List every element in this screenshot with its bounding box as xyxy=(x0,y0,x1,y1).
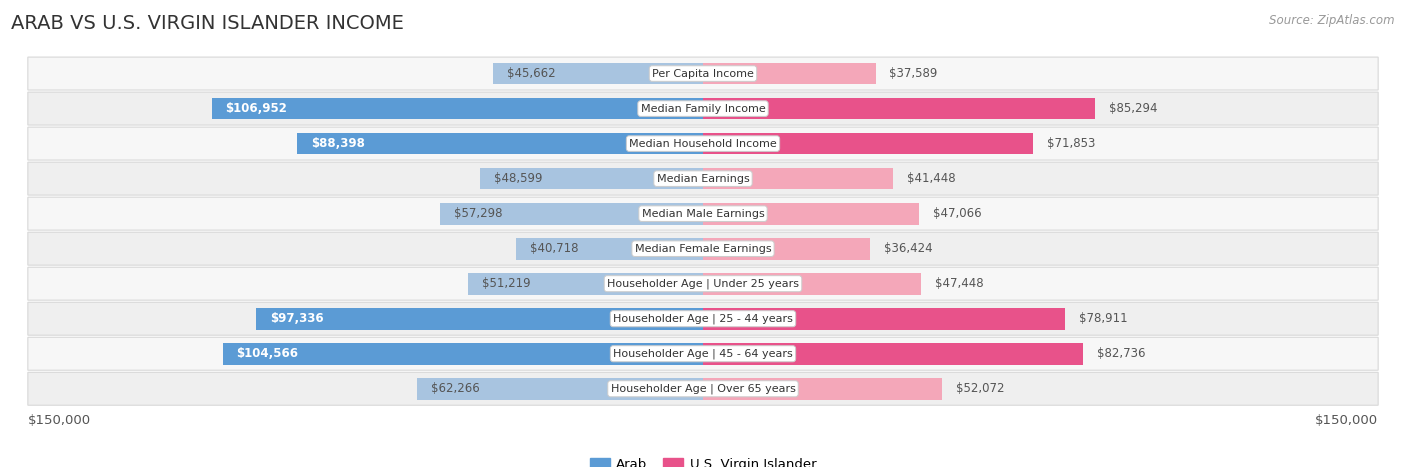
Bar xyxy=(222,343,703,365)
Text: Source: ZipAtlas.com: Source: ZipAtlas.com xyxy=(1270,14,1395,27)
FancyBboxPatch shape xyxy=(28,197,1378,230)
Bar xyxy=(703,308,1066,330)
Text: $82,736: $82,736 xyxy=(1097,347,1146,360)
Bar xyxy=(297,133,703,155)
Text: Householder Age | 25 - 44 years: Householder Age | 25 - 44 years xyxy=(613,313,793,324)
Text: Median Family Income: Median Family Income xyxy=(641,104,765,113)
FancyBboxPatch shape xyxy=(28,232,1378,265)
Text: Median Earnings: Median Earnings xyxy=(657,174,749,184)
Bar xyxy=(703,63,876,85)
Text: $150,000: $150,000 xyxy=(1315,414,1378,427)
Bar xyxy=(468,273,703,295)
FancyBboxPatch shape xyxy=(28,92,1378,125)
Bar xyxy=(479,168,703,190)
Text: $41,448: $41,448 xyxy=(907,172,956,185)
Bar xyxy=(703,238,870,260)
Text: Per Capita Income: Per Capita Income xyxy=(652,69,754,78)
Text: $71,853: $71,853 xyxy=(1047,137,1095,150)
Text: $47,448: $47,448 xyxy=(935,277,983,290)
Text: $97,336: $97,336 xyxy=(270,312,323,325)
Bar xyxy=(494,63,703,85)
Bar xyxy=(440,203,703,225)
Bar xyxy=(703,378,942,400)
Bar xyxy=(703,203,920,225)
Text: Householder Age | Under 25 years: Householder Age | Under 25 years xyxy=(607,278,799,289)
Bar xyxy=(256,308,703,330)
Bar xyxy=(703,133,1033,155)
Bar xyxy=(703,168,893,190)
FancyBboxPatch shape xyxy=(28,162,1378,195)
Text: $104,566: $104,566 xyxy=(236,347,298,360)
FancyBboxPatch shape xyxy=(28,302,1378,335)
Text: Householder Age | 45 - 64 years: Householder Age | 45 - 64 years xyxy=(613,348,793,359)
Text: Median Female Earnings: Median Female Earnings xyxy=(634,244,772,254)
Bar xyxy=(212,98,703,120)
Text: $78,911: $78,911 xyxy=(1080,312,1128,325)
Bar xyxy=(516,238,703,260)
Bar xyxy=(703,273,921,295)
Bar xyxy=(703,343,1083,365)
FancyBboxPatch shape xyxy=(28,267,1378,300)
FancyBboxPatch shape xyxy=(28,337,1378,370)
Text: $48,599: $48,599 xyxy=(494,172,543,185)
Bar xyxy=(703,98,1095,120)
Text: Median Male Earnings: Median Male Earnings xyxy=(641,209,765,219)
Text: $88,398: $88,398 xyxy=(311,137,364,150)
Text: $52,072: $52,072 xyxy=(956,382,1004,395)
FancyBboxPatch shape xyxy=(28,372,1378,405)
Text: $85,294: $85,294 xyxy=(1108,102,1157,115)
Text: $150,000: $150,000 xyxy=(28,414,91,427)
Text: $106,952: $106,952 xyxy=(225,102,287,115)
Text: $57,298: $57,298 xyxy=(454,207,502,220)
FancyBboxPatch shape xyxy=(28,127,1378,160)
Text: $47,066: $47,066 xyxy=(934,207,981,220)
Text: ARAB VS U.S. VIRGIN ISLANDER INCOME: ARAB VS U.S. VIRGIN ISLANDER INCOME xyxy=(11,14,404,33)
FancyBboxPatch shape xyxy=(28,57,1378,90)
Text: $45,662: $45,662 xyxy=(508,67,555,80)
Text: Householder Age | Over 65 years: Householder Age | Over 65 years xyxy=(610,383,796,394)
Text: $51,219: $51,219 xyxy=(481,277,530,290)
Bar xyxy=(418,378,703,400)
Text: $36,424: $36,424 xyxy=(884,242,932,255)
Text: $37,589: $37,589 xyxy=(890,67,938,80)
Text: Median Household Income: Median Household Income xyxy=(628,139,778,149)
Text: $40,718: $40,718 xyxy=(530,242,578,255)
Legend: Arab, U.S. Virgin Islander: Arab, U.S. Virgin Islander xyxy=(585,453,821,467)
Text: $62,266: $62,266 xyxy=(430,382,479,395)
